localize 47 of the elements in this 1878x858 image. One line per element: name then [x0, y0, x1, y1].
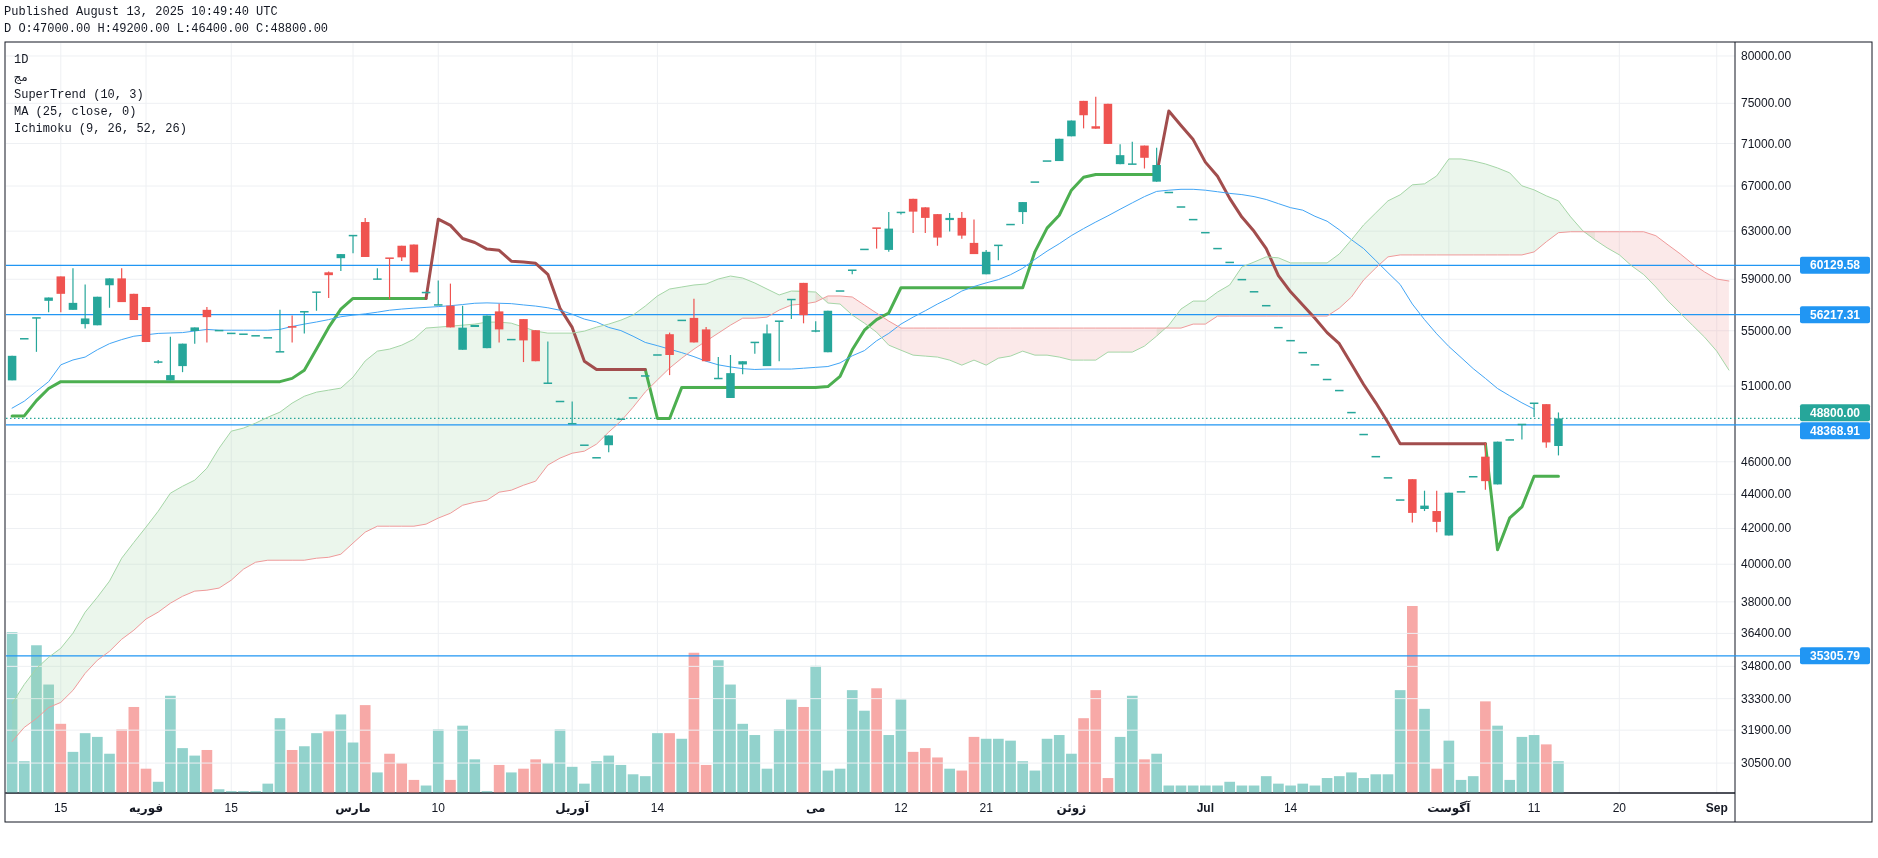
annotation: SuperTrend (10, 3) [14, 88, 144, 102]
y-tick-label: 31900.00 [1741, 723, 1792, 738]
x-tick-label: آگوست [1427, 800, 1472, 816]
x-tick-label: فوریه [128, 801, 164, 816]
y-tick-label: 67000.00 [1741, 179, 1792, 194]
y-tick-label: 42000.00 [1741, 521, 1792, 536]
x-tick-label: می [805, 801, 826, 815]
x-tick-label: 21 [979, 801, 994, 815]
y-tick-label: 59000.00 [1741, 272, 1792, 287]
y-tick-label: 75000.00 [1741, 96, 1792, 111]
x-tick-label: 15 [224, 801, 239, 815]
x-tick-label: Jul [1196, 801, 1215, 815]
x-tick-label: Sep [1705, 801, 1728, 815]
annotation: 1D [14, 53, 29, 67]
ref-line-label: 60129.58 [1809, 258, 1861, 273]
text: Published August 13, 2025 10:49:40 UTC [4, 5, 278, 19]
y-tick-label: 63000.00 [1741, 224, 1792, 239]
annotation: Ichimoku (9, 26, 52, 26) [14, 122, 187, 136]
ref-line-label: 56217.31 [1809, 307, 1861, 322]
ref-line-label: 35305.79 [1809, 648, 1861, 663]
x-tick-label: 10 [431, 801, 446, 815]
y-tick-label: 34800.00 [1741, 659, 1792, 674]
x-tick-label: 15 [54, 801, 68, 815]
y-tick-label: 46000.00 [1741, 454, 1792, 469]
y-tick-label: 33300.00 [1741, 691, 1792, 706]
y-tick-label: 51000.00 [1741, 379, 1792, 394]
x-tick-label: 14 [1283, 801, 1298, 815]
annotation: MA (25, close, 0) [14, 105, 137, 119]
x-tick-label: ژوئن [1056, 801, 1087, 816]
y-tick-label: 38000.00 [1741, 594, 1792, 609]
x-tick-label: آوریل [555, 800, 590, 816]
y-tick-label: 44000.00 [1741, 487, 1792, 502]
annotation: مج [14, 71, 29, 85]
y-tick-label: 71000.00 [1741, 136, 1792, 151]
x-tick-label: 12 [894, 801, 908, 815]
y-tick-label: 80000.00 [1741, 48, 1792, 63]
text: D O:47000.00 H:49200.00 L:46400.00 C:48800.00 [4, 22, 329, 36]
y-tick-label: 55000.00 [1741, 323, 1792, 338]
x-tick-label: 11 [1527, 801, 1541, 815]
y-tick-label: 40000.00 [1741, 557, 1792, 572]
y-tick-label: 36400.00 [1741, 626, 1792, 641]
ref-line-label: 48800.00 [1809, 405, 1861, 420]
x-tick-label: 14 [650, 801, 665, 815]
ref-line-label: 48368.91 [1809, 423, 1861, 438]
x-tick-label: مارس [335, 801, 371, 815]
x-tick-label: 20 [1612, 801, 1627, 815]
y-tick-label: 30500.00 [1741, 756, 1792, 771]
